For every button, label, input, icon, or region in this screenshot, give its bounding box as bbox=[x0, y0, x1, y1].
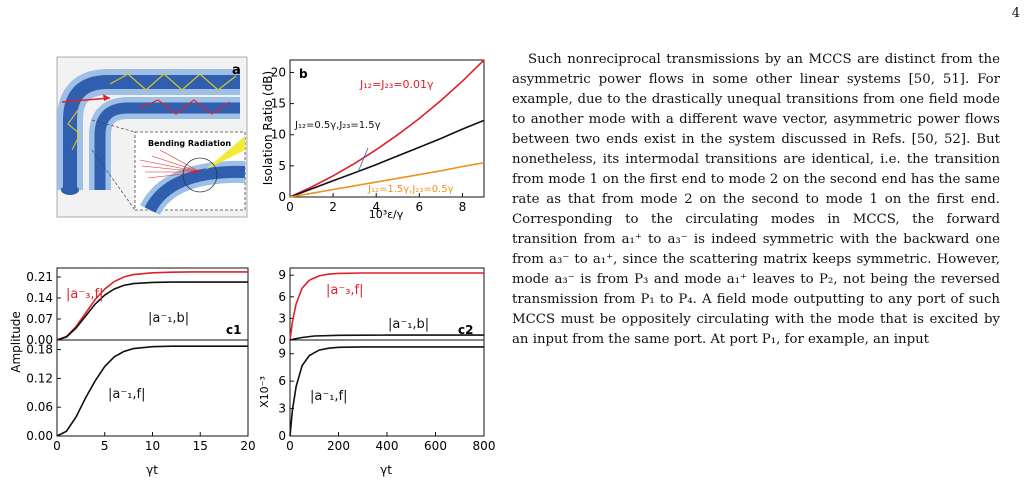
panel-c2-xlabel: γt bbox=[380, 463, 392, 477]
b-xtick-1: 2 bbox=[329, 200, 337, 214]
panel-c2-label: c2 bbox=[458, 323, 473, 337]
b-ytick-0: 0 bbox=[278, 190, 286, 204]
c1-xtick-1: 5 bbox=[101, 439, 109, 453]
b-ytick-3: 15 bbox=[271, 97, 286, 111]
panel-c1: 0.00 0.07 0.14 0.21 0.00 0.06 0.12 0.18 0 5 10 15 20… bbox=[9, 267, 256, 477]
c2-label-a3f: |a⁻₃,f| bbox=[326, 283, 364, 298]
figure: Bending Radiation a b Isolation Ratio (d… bbox=[9, 56, 496, 477]
c2-label-a1b: |a⁻₁,b| bbox=[388, 317, 429, 332]
b-xtick-2: 4 bbox=[372, 200, 380, 214]
c1-xtick-3: 15 bbox=[193, 439, 208, 453]
c1top-ytick-3: 0.21 bbox=[26, 270, 53, 284]
b-ytick-1: 5 bbox=[278, 159, 286, 173]
c1-xtick-0: 0 bbox=[53, 439, 61, 453]
c2bot-ytick-2: 6 bbox=[278, 374, 286, 388]
c1bot-ytick-3: 0.18 bbox=[26, 343, 53, 357]
page-number: 4 bbox=[1011, 6, 1020, 21]
c2bot-ytick-3: 9 bbox=[278, 347, 286, 361]
series-line-c2_top-1 bbox=[289, 334, 484, 341]
series-line-c2_top-0 bbox=[289, 272, 484, 341]
panel-c1-ylabel: Amplitude bbox=[9, 311, 23, 373]
c1top-ytick-0: 0.00 bbox=[26, 333, 53, 347]
c2-label-a1f: |a⁻₁,f| bbox=[310, 389, 348, 404]
c2top-ytick-0: 0 bbox=[278, 333, 286, 347]
panel-c1-xlabel: γt bbox=[146, 463, 158, 477]
panel-a: Bending Radiation a bbox=[56, 56, 248, 218]
c2top-ytick-1: 3 bbox=[278, 311, 286, 325]
c2-xtick-0: 0 bbox=[286, 439, 294, 453]
b-ytick-2: 10 bbox=[271, 128, 286, 142]
series-line-b-0 bbox=[289, 59, 485, 198]
b-xtick-3: 6 bbox=[416, 200, 424, 214]
b-ytick-4: 20 bbox=[271, 65, 286, 79]
c2bot-ytick-1: 3 bbox=[278, 402, 286, 416]
body-paragraph: Such nonreciprocal transmissions by an M… bbox=[512, 52, 1000, 347]
c2top-ytick-2: 6 bbox=[278, 290, 286, 304]
series-line-b-2 bbox=[289, 162, 485, 198]
label-red-series: J₁₂=J₂₃=0.01γ bbox=[359, 78, 434, 91]
panel-c1-label: c1 bbox=[226, 323, 241, 337]
c1-label-a1b: |a⁻₁,b| bbox=[148, 311, 189, 326]
series-line-b-1 bbox=[289, 119, 485, 198]
label-black-series: J₁₂=0.5γ,J₂₃=1.5γ bbox=[294, 120, 381, 131]
label-orange-series: J₁₂=1.5γ,J₂₃=0.5γ bbox=[367, 184, 454, 195]
panel-b-xlabel: 10³ε/γ bbox=[369, 208, 404, 221]
c1bot-ytick-0: 0.00 bbox=[26, 429, 53, 443]
c2bot-ytick-0: 0 bbox=[278, 429, 286, 443]
series-line-c1_top-0 bbox=[56, 271, 248, 341]
series-line-c2_bot-0 bbox=[289, 346, 484, 437]
callout-bending-radiation: Bending Radiation bbox=[148, 139, 231, 148]
c2-xtick-2: 400 bbox=[376, 439, 399, 453]
b-xtick-0: 0 bbox=[286, 200, 294, 214]
c1top-ytick-1: 0.07 bbox=[26, 312, 53, 326]
series-line-c1_bot-0 bbox=[56, 345, 248, 437]
c2top-ytick-3: 9 bbox=[278, 268, 286, 282]
panel-b: b Isolation Ratio (dB) 10³ε/γ 0 5 10 15 20 0 2… bbox=[261, 59, 485, 221]
c1top-ytick-2: 0.14 bbox=[26, 291, 53, 305]
c1-xtick-4: 20 bbox=[240, 439, 255, 453]
panel-b-ylabel: Isolation Ratio (dB) bbox=[261, 71, 275, 185]
b-xtick-4: 8 bbox=[459, 200, 467, 214]
c2-xtick-3: 600 bbox=[424, 439, 447, 453]
c1-xtick-2: 10 bbox=[145, 439, 160, 453]
c1bot-ytick-2: 0.12 bbox=[26, 371, 53, 385]
c2-xtick-4: 800 bbox=[473, 439, 496, 453]
body-text: Such nonreciprocal transmissions by an M… bbox=[512, 50, 1000, 350]
series-line-c1_top-1 bbox=[56, 281, 248, 341]
c1bot-ytick-1: 0.06 bbox=[26, 400, 53, 414]
c1-label-a1f: |a⁻₁,f| bbox=[108, 387, 146, 402]
panel-c2-ylabel: X10⁻³ bbox=[258, 376, 271, 408]
panel-b-label: b bbox=[299, 67, 308, 81]
c1-label-a3f: |a⁻₃,f| bbox=[66, 287, 104, 302]
panel-a-label: a bbox=[232, 63, 241, 78]
c2-xtick-1: 200 bbox=[327, 439, 350, 453]
